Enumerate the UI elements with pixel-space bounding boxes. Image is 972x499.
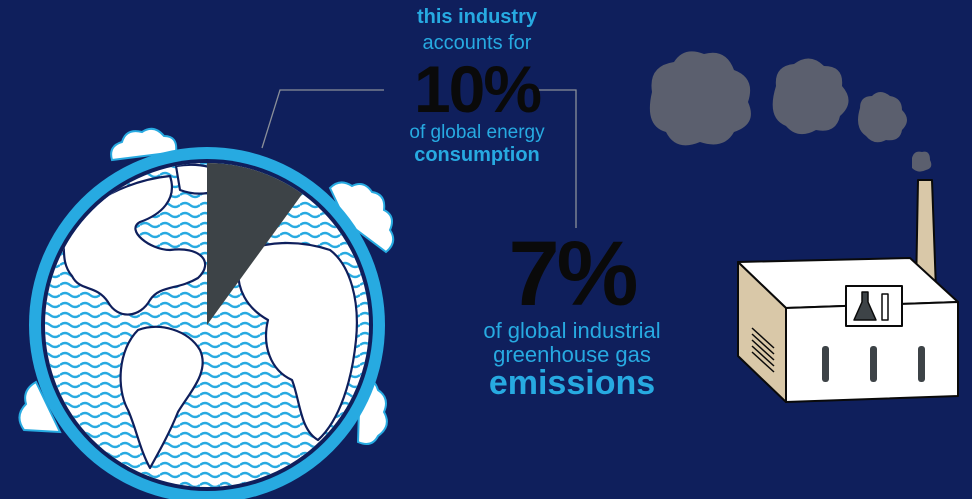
continent-north-america: [60, 174, 207, 316]
emissions-stat-value: 7%: [508, 223, 639, 325]
factory-windows: [822, 346, 925, 382]
continent-south-america: [119, 325, 204, 470]
continent-europe-africa: [237, 242, 358, 442]
emissions-stat-line-2: greenhouse gas: [493, 342, 651, 367]
factory-vent: [751, 327, 775, 373]
emissions-stat-line-3: emissions: [488, 364, 656, 402]
energy-stat-value: 10%: [413, 52, 542, 126]
energy-stat-line-2: accounts for: [422, 32, 532, 54]
smoke-clouds: [649, 51, 932, 172]
energy-share-slice: [207, 163, 307, 325]
energy-stat-line-4: consumption: [414, 144, 540, 166]
energy-stat-line-1: this industry: [416, 6, 537, 28]
connector-lines: [261, 89, 577, 228]
energy-stat-line-3: of global energy: [409, 122, 545, 143]
factory: [737, 179, 959, 403]
globe: [29, 147, 385, 499]
lab-flask-icon: [845, 285, 903, 327]
emissions-stat-line-1: of global industrial: [483, 318, 661, 343]
